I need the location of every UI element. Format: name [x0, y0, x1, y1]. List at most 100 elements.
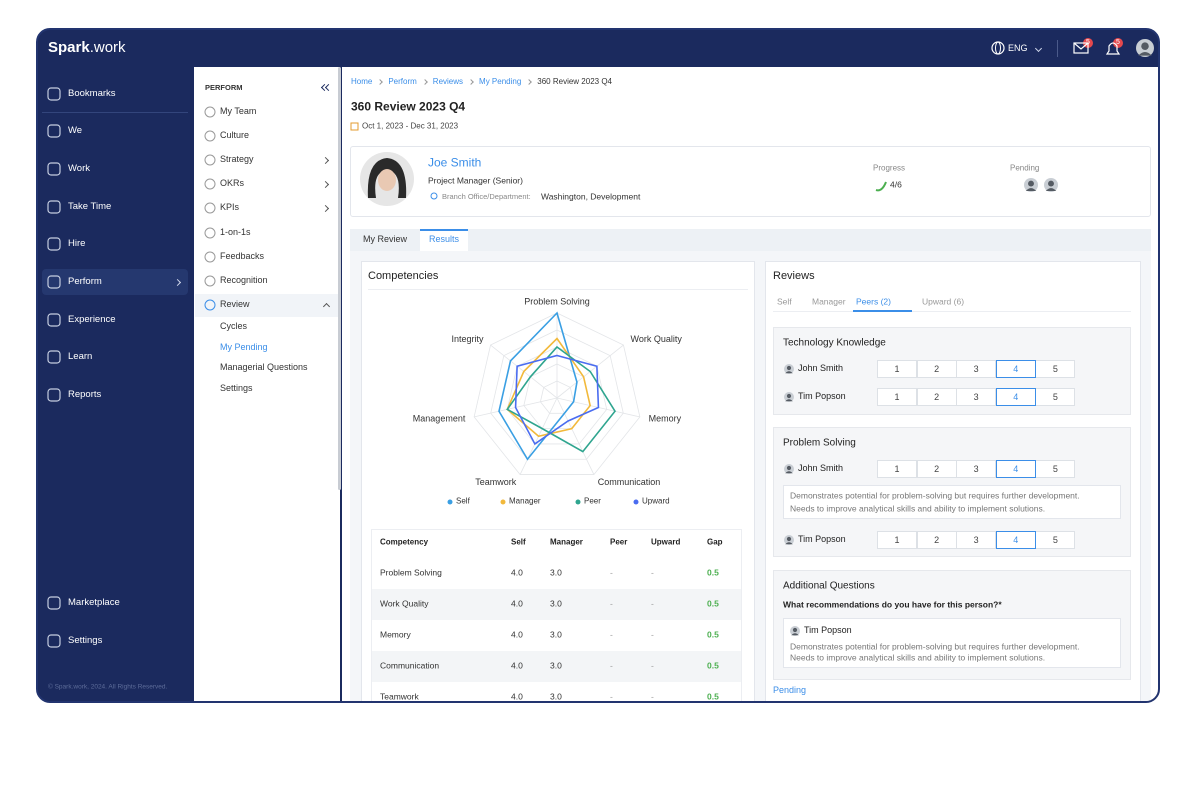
table-cell: - [651, 598, 654, 609]
nav-item[interactable]: Hire [68, 237, 86, 249]
table-header: Gap [707, 537, 723, 547]
scale-button[interactable]: 2 [916, 388, 957, 406]
comment-line: Needs to improve analytical skills and a… [790, 503, 1046, 514]
nav-item[interactable]: Settings [68, 634, 103, 646]
scale-button[interactable]: 2 [916, 360, 957, 378]
table-cell: - [651, 660, 654, 671]
reviewer: John Smith [798, 363, 844, 374]
scale-button[interactable]: 5 [1035, 531, 1076, 549]
reviewer: John Smith [798, 463, 844, 474]
nav-item[interactable]: Take Time [68, 200, 112, 212]
table-cell: Memory [380, 629, 411, 640]
scale-button[interactable]: 1 [877, 388, 917, 406]
table-header: Self [511, 537, 526, 547]
table-cell: 0.5 [707, 598, 719, 609]
legend-label: Peer [584, 496, 601, 506]
answer-line: Demonstrates potential for problem-solvi… [790, 641, 1080, 652]
nav-item[interactable]: We [68, 124, 83, 136]
nav-item[interactable]: Reports [68, 388, 102, 400]
tab-active [420, 229, 468, 251]
scale-button[interactable]: 3 [956, 460, 997, 478]
table [371, 529, 742, 701]
table-cell: 3.0 [550, 691, 562, 702]
breadcrumb-item[interactable]: Perform [388, 77, 417, 86]
review-tab[interactable]: Manager [812, 296, 846, 307]
icon [47, 313, 61, 327]
subnav-subitem[interactable]: Cycles [220, 321, 248, 332]
subnav-subitem[interactable]: Managerial Questions [220, 362, 308, 373]
nav-active [42, 269, 188, 295]
table-header: Manager [550, 537, 583, 547]
location-label: Branch Office/Department: [442, 191, 531, 201]
scale-button[interactable]: 2 [916, 531, 957, 549]
subnav-item[interactable]: OKRs [220, 178, 245, 189]
scale-button[interactable]: 1 [877, 531, 917, 549]
globe-icon [995, 41, 1001, 55]
scale-button[interactable]: 4 [995, 360, 1036, 378]
breadcrumb-item[interactable]: Home [351, 77, 373, 86]
table-cell: 3.0 [550, 629, 562, 640]
section-title: Problem Solving [783, 437, 856, 449]
table-header: Upward [651, 537, 681, 547]
tab[interactable]: Results [429, 234, 460, 245]
nav-item[interactable]: Bookmarks [68, 87, 116, 99]
subnav-subitem[interactable]: Settings [220, 383, 253, 394]
table-cell: 4.0 [511, 691, 523, 702]
nav-item[interactable]: Work [68, 162, 90, 174]
table-cell: - [610, 629, 613, 640]
tab[interactable]: My Review [363, 234, 408, 245]
table-cell: 0.5 [707, 567, 719, 578]
table-cell: 3.0 [550, 567, 562, 578]
nav-item[interactable]: Experience [68, 313, 116, 325]
breadcrumb-item[interactable]: Reviews [432, 77, 464, 86]
pending-label: Pending [1010, 163, 1040, 173]
tab-underline [853, 310, 912, 312]
scale-button[interactable]: 5 [1035, 388, 1076, 406]
subnav-item[interactable]: Review [220, 299, 250, 310]
tab-bar [350, 229, 1151, 251]
subnav-item[interactable]: Feedbacks [220, 251, 265, 262]
scale-button[interactable]: 4 [995, 388, 1036, 406]
subnav-item[interactable]: Culture [220, 130, 250, 141]
brand-suffix: .work [89, 38, 126, 56]
nav-item[interactable]: Perform [68, 275, 102, 287]
scale-button[interactable]: 5 [1035, 360, 1076, 378]
page-title: 360 Review 2023 Q4 [351, 99, 466, 114]
pending-link[interactable]: Pending [773, 685, 807, 696]
icon [47, 162, 61, 176]
footer: © Spark.work, 2024. All Rights Reserved. [48, 683, 168, 691]
table-cell: 3.0 [550, 660, 562, 671]
section-title: Technology Knowledge [783, 337, 886, 349]
breadcrumb-separator [526, 78, 533, 85]
table-cell: - [610, 691, 613, 702]
language[interactable]: ENG [1008, 43, 1028, 54]
subnav-subitem[interactable]: My Pending [220, 342, 268, 353]
scale-button[interactable]: 2 [916, 460, 957, 478]
scale-button[interactable]: 1 [877, 460, 917, 478]
subnav-item[interactable]: Strategy [220, 154, 254, 165]
avatar-head [1141, 42, 1149, 50]
profile-name[interactable]: Joe Smith [428, 155, 482, 170]
subnav-item[interactable]: My Team [220, 106, 257, 117]
subnav-item[interactable]: Recognition [220, 275, 268, 286]
nav-item[interactable]: Marketplace [68, 596, 120, 608]
scale-button[interactable]: 5 [1035, 460, 1076, 478]
review-tab[interactable]: Upward (6) [922, 296, 965, 307]
table-cell: 0.5 [707, 691, 719, 702]
review-tab[interactable]: Self [777, 296, 792, 307]
review-tab[interactable]: Peers (2) [856, 296, 891, 307]
scale-button[interactable]: 3 [956, 531, 997, 549]
scale-button[interactable]: 3 [956, 388, 997, 406]
scale-button[interactable]: 1 [877, 360, 917, 378]
subnav-heading: PERFORM [205, 82, 243, 92]
nav-item[interactable]: Learn [68, 350, 93, 362]
subnav-item[interactable]: 1-on-1s [220, 227, 251, 238]
scale-button[interactable]: 4 [995, 460, 1036, 478]
scale-button[interactable]: 3 [956, 360, 997, 378]
reviewer: Tim Popson [804, 625, 852, 636]
subnav-item[interactable]: KPIs [220, 202, 240, 213]
breadcrumb-item[interactable]: My Pending [479, 77, 522, 86]
card-title: Reviews [773, 269, 815, 282]
scale-button[interactable]: 4 [995, 531, 1036, 549]
